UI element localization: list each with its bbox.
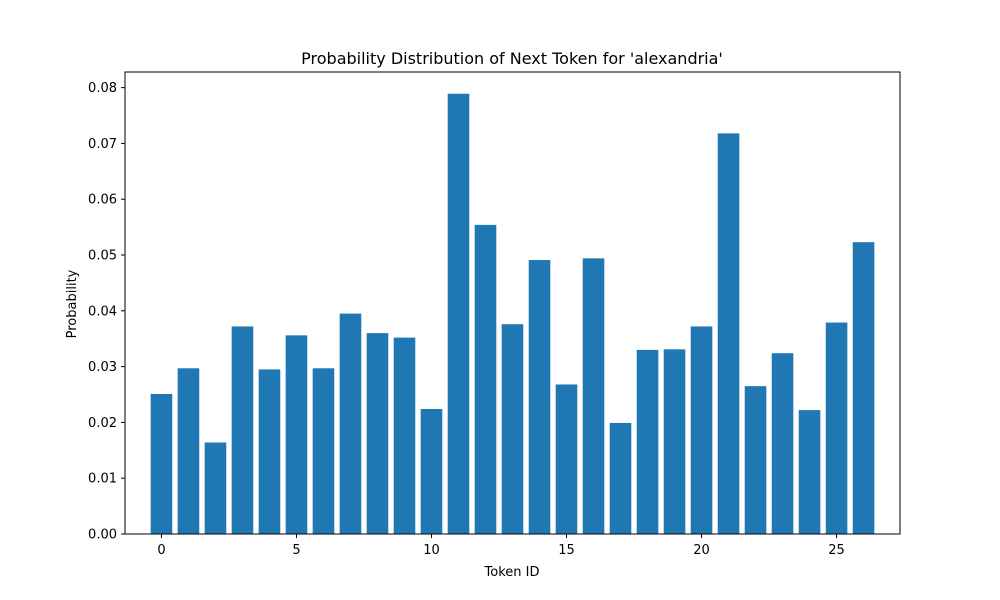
plot-frame [124,71,901,535]
bar-token-5 [285,335,308,534]
y-tick-label: 0.04 [88,304,117,319]
y-tick-label: 0.03 [88,360,117,375]
bar-token-24 [798,410,821,534]
bar-token-19 [663,349,686,534]
x-tick-label: 15 [558,543,575,558]
bar-token-22 [744,386,767,534]
y-tick-label: 0.00 [88,528,117,543]
bar-token-26 [852,242,875,534]
bar-token-25 [825,322,848,534]
bar-token-6 [312,368,335,534]
y-tick-label: 0.08 [88,81,117,96]
bar-token-7 [339,313,362,534]
axes: 0 5 10 15 20 25 0.00 0.01 0.02 0.03 0.04 0.05 0.06 0.… [88,71,901,558]
y-axis-label: Probability [65,269,80,338]
x-tick-label: 5 [292,543,300,558]
bar-token-1 [177,368,200,534]
bar-token-13 [501,324,524,534]
bar-token-23 [771,353,794,534]
chart-title: Probability Distribution of Next Token f… [301,49,723,68]
bars [150,93,875,535]
bar-token-9 [393,337,416,534]
bar-token-12 [474,224,497,534]
x-tick-label: 20 [693,543,710,558]
bar-token-8 [366,333,389,534]
bar-token-18 [636,349,659,534]
bar-token-20 [690,326,713,534]
bar-token-2 [204,442,227,534]
bar-token-21 [717,133,740,534]
bar-token-15 [555,384,578,534]
y-tick-label: 0.06 [88,193,117,208]
y-tick-label: 0.02 [88,416,117,431]
y-tick-label: 0.05 [88,249,117,264]
bar-token-4 [258,369,281,534]
bar-token-17 [609,422,632,534]
x-tick-label: 25 [828,543,845,558]
bar-token-0 [150,393,173,534]
bar-token-10 [420,409,443,534]
x-axis-label: Token ID [484,565,540,580]
x-tick-label: 10 [423,543,440,558]
x-tick-label: 0 [157,543,165,558]
bar-token-11 [447,93,470,535]
y-tick-label: 0.07 [88,137,117,152]
y-tick-label: 0.01 [88,472,117,487]
bar-token-14 [528,260,551,534]
bar-token-16 [582,258,605,534]
bar-token-3 [231,326,254,534]
